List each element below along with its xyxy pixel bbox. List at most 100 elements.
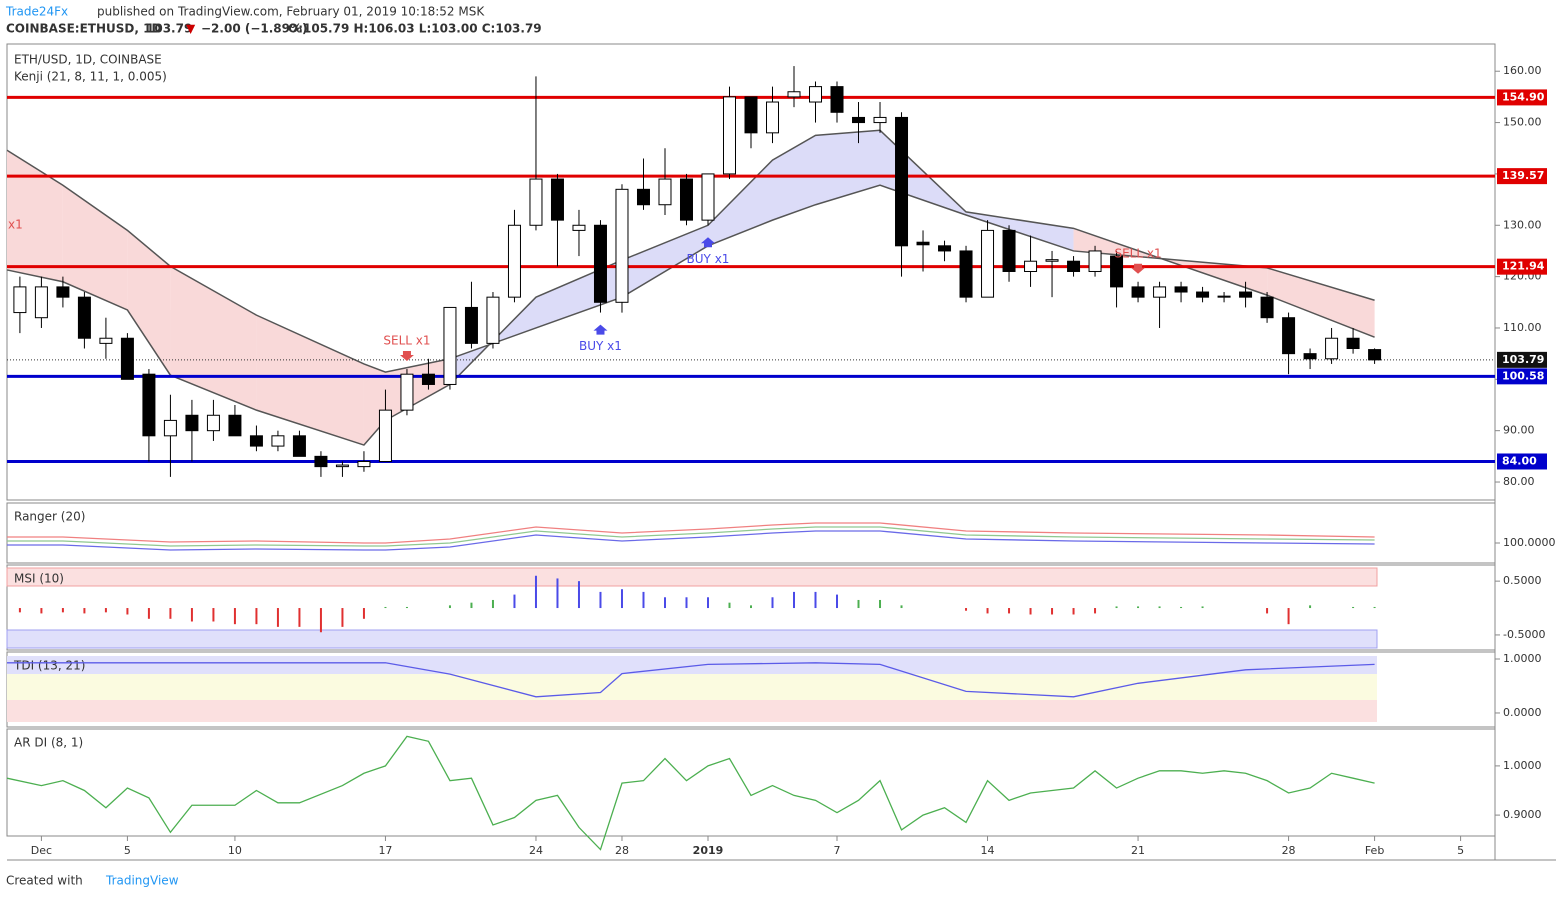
candle-body xyxy=(507,224,521,298)
footer-brand[interactable]: TradingView xyxy=(105,874,179,888)
signal-arrow xyxy=(700,237,715,248)
x-tick-label: 5 xyxy=(124,844,131,857)
level-badge xyxy=(1497,89,1547,106)
change: −2.00 (−1.89%) xyxy=(201,22,308,36)
y-tick-label: 1.0000 xyxy=(1503,759,1542,772)
candle-body xyxy=(1303,353,1317,360)
y-tick-label: 130.00 xyxy=(1503,218,1542,231)
last: 103.79 xyxy=(146,22,192,36)
x-tick-label: 28 xyxy=(1282,844,1296,857)
candle-body xyxy=(873,116,887,124)
x-tick-label: 14 xyxy=(981,844,995,857)
candle-body xyxy=(981,229,995,298)
candle-body xyxy=(228,414,242,437)
published: published on TradingView.com, February 0… xyxy=(97,5,485,19)
candle-body xyxy=(357,460,371,468)
level-label: 154.90 xyxy=(1502,90,1545,103)
candle-body xyxy=(1196,291,1210,298)
candle-body xyxy=(1002,229,1016,272)
kenji-slow xyxy=(6,149,1375,373)
candle-body xyxy=(1174,286,1188,293)
level-badge xyxy=(1497,453,1547,470)
signal-arrow xyxy=(399,351,414,362)
candle-body xyxy=(378,409,392,462)
signal-arrow xyxy=(593,324,608,335)
x-tick-label: 7 xyxy=(834,844,841,857)
signal-label: SELL x1 xyxy=(1114,246,1161,260)
candle-body xyxy=(163,419,177,437)
candle-body xyxy=(1346,337,1360,350)
candle-body xyxy=(679,178,693,221)
candle-body xyxy=(271,435,285,447)
candle-body xyxy=(658,178,672,206)
pane-title: MSI (10) xyxy=(14,572,64,586)
x-tick-label: 21 xyxy=(1131,844,1145,857)
legend: ETH/USD, 1D, COINBASE xyxy=(14,53,162,67)
pane-line xyxy=(7,526,1375,547)
candle-body xyxy=(766,101,780,134)
indicator: Kenji (21, 8, 11, 1, 0.005) xyxy=(14,70,167,84)
pane-line xyxy=(6,735,1375,851)
footer-created: Created with xyxy=(6,874,83,888)
y-tick-label: 100.0000 xyxy=(1503,536,1556,549)
candle-body xyxy=(1110,255,1124,288)
candle-body xyxy=(550,178,564,221)
change-arrow: ▼ xyxy=(186,22,196,36)
y-tick-label: 80.00 xyxy=(1503,475,1535,488)
pane-title: AR DI (8, 1) xyxy=(14,736,83,750)
level-badge xyxy=(1497,368,1547,385)
kenji-cloud xyxy=(772,135,816,221)
y-tick-label: 0.0000 xyxy=(1503,706,1542,719)
pane-line xyxy=(7,662,1375,698)
x-tick-label: 17 xyxy=(378,844,392,857)
candle-body xyxy=(1217,295,1231,298)
zone xyxy=(6,567,1378,587)
y-tick-label: 150.00 xyxy=(1503,116,1542,129)
ohlc: O:105.79 H:106.03 L:103.00 C:103.79 xyxy=(288,22,542,36)
candle-body xyxy=(13,286,27,314)
kenji-cloud xyxy=(7,150,63,282)
candle-body xyxy=(335,464,349,468)
pane-title: Ranger (20) xyxy=(14,510,85,524)
kenji-cloud xyxy=(62,185,128,310)
y-tick-label: 1.0000 xyxy=(1503,652,1542,665)
x-tick-label: 28 xyxy=(615,844,629,857)
x-tick-label: 24 xyxy=(529,844,543,857)
level-label: 100.58 xyxy=(1502,369,1544,382)
zone xyxy=(6,629,1378,649)
level-label: 139.57 xyxy=(1502,169,1544,182)
candle-body xyxy=(916,241,930,246)
candle-body xyxy=(206,414,220,432)
candle-body xyxy=(529,178,543,226)
candle-body xyxy=(852,116,866,124)
kenji-cloud xyxy=(621,225,708,298)
candle-body xyxy=(701,173,715,221)
candle-body xyxy=(249,435,263,447)
publisher[interactable]: Trade24Fx xyxy=(5,5,68,19)
zone xyxy=(7,656,1377,674)
candle-body xyxy=(1282,317,1296,355)
candle-body xyxy=(1131,286,1145,298)
x-tick-label: Feb xyxy=(1365,844,1384,857)
last-price-label: 103.79 xyxy=(1502,353,1544,366)
candle-body xyxy=(421,373,435,385)
pane-line xyxy=(7,530,1375,551)
candle-body xyxy=(1325,337,1339,360)
candle-body xyxy=(1045,259,1059,262)
pane-title: TDI (13, 21) xyxy=(13,659,85,673)
symbol: COINBASE:ETHUSD, 1D xyxy=(6,22,161,36)
last-price-badge xyxy=(1497,351,1547,368)
candle-body xyxy=(34,286,48,319)
y-tick-label: 90.00 xyxy=(1503,424,1535,437)
candle-body xyxy=(1067,260,1081,272)
candle-body xyxy=(185,414,199,432)
y-tick-label: 0.9000 xyxy=(1503,808,1542,821)
candle-body xyxy=(1024,260,1038,272)
pane-line xyxy=(7,522,1375,544)
level-label: 121.94 xyxy=(1502,260,1545,273)
candle-body xyxy=(722,96,736,175)
zone xyxy=(7,674,1377,700)
candle-body xyxy=(56,286,70,298)
